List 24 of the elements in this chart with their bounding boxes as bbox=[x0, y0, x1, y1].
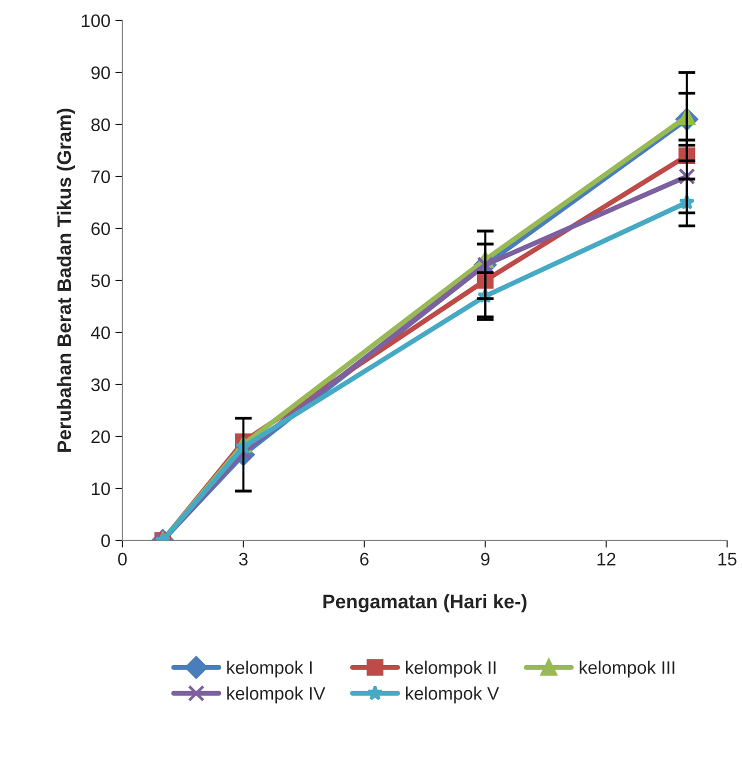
y-tick-label: 30 bbox=[91, 378, 110, 392]
y-tick-label: 100 bbox=[82, 14, 110, 28]
y-tick-label: 0 bbox=[101, 534, 110, 548]
x-tick-label: 6 bbox=[360, 552, 369, 566]
y-tick-label: 60 bbox=[91, 222, 110, 236]
y-axis-title: Perubahan Berat Badan Tikus (Gram) bbox=[56, 108, 75, 452]
legend-label: kelompok III bbox=[580, 660, 674, 678]
y-tick-label: 10 bbox=[92, 482, 110, 496]
y-tick-label: 50 bbox=[91, 274, 110, 288]
x-tick-label: 12 bbox=[598, 552, 616, 566]
y-tick-label: 90 bbox=[91, 66, 110, 80]
legend-label: kelompok II bbox=[406, 660, 496, 678]
y-tick-label: 20 bbox=[91, 430, 110, 444]
legend-label: kelompok I bbox=[227, 660, 312, 678]
legend-label: kelompok V bbox=[406, 686, 500, 704]
x-tick-label: 0 bbox=[118, 552, 127, 566]
x-tick-label: 9 bbox=[481, 552, 490, 566]
y-tick-label: 40 bbox=[90, 326, 110, 340]
x-tick-label: 3 bbox=[239, 552, 248, 566]
x-tick-label: 15 bbox=[718, 552, 736, 566]
y-tick-label: 70 bbox=[91, 170, 110, 184]
legend-label: kelompok IV bbox=[227, 686, 326, 704]
y-tick-label: 80 bbox=[91, 118, 110, 132]
x-axis-title: Pengamatan (Hari ke-) bbox=[323, 594, 526, 612]
